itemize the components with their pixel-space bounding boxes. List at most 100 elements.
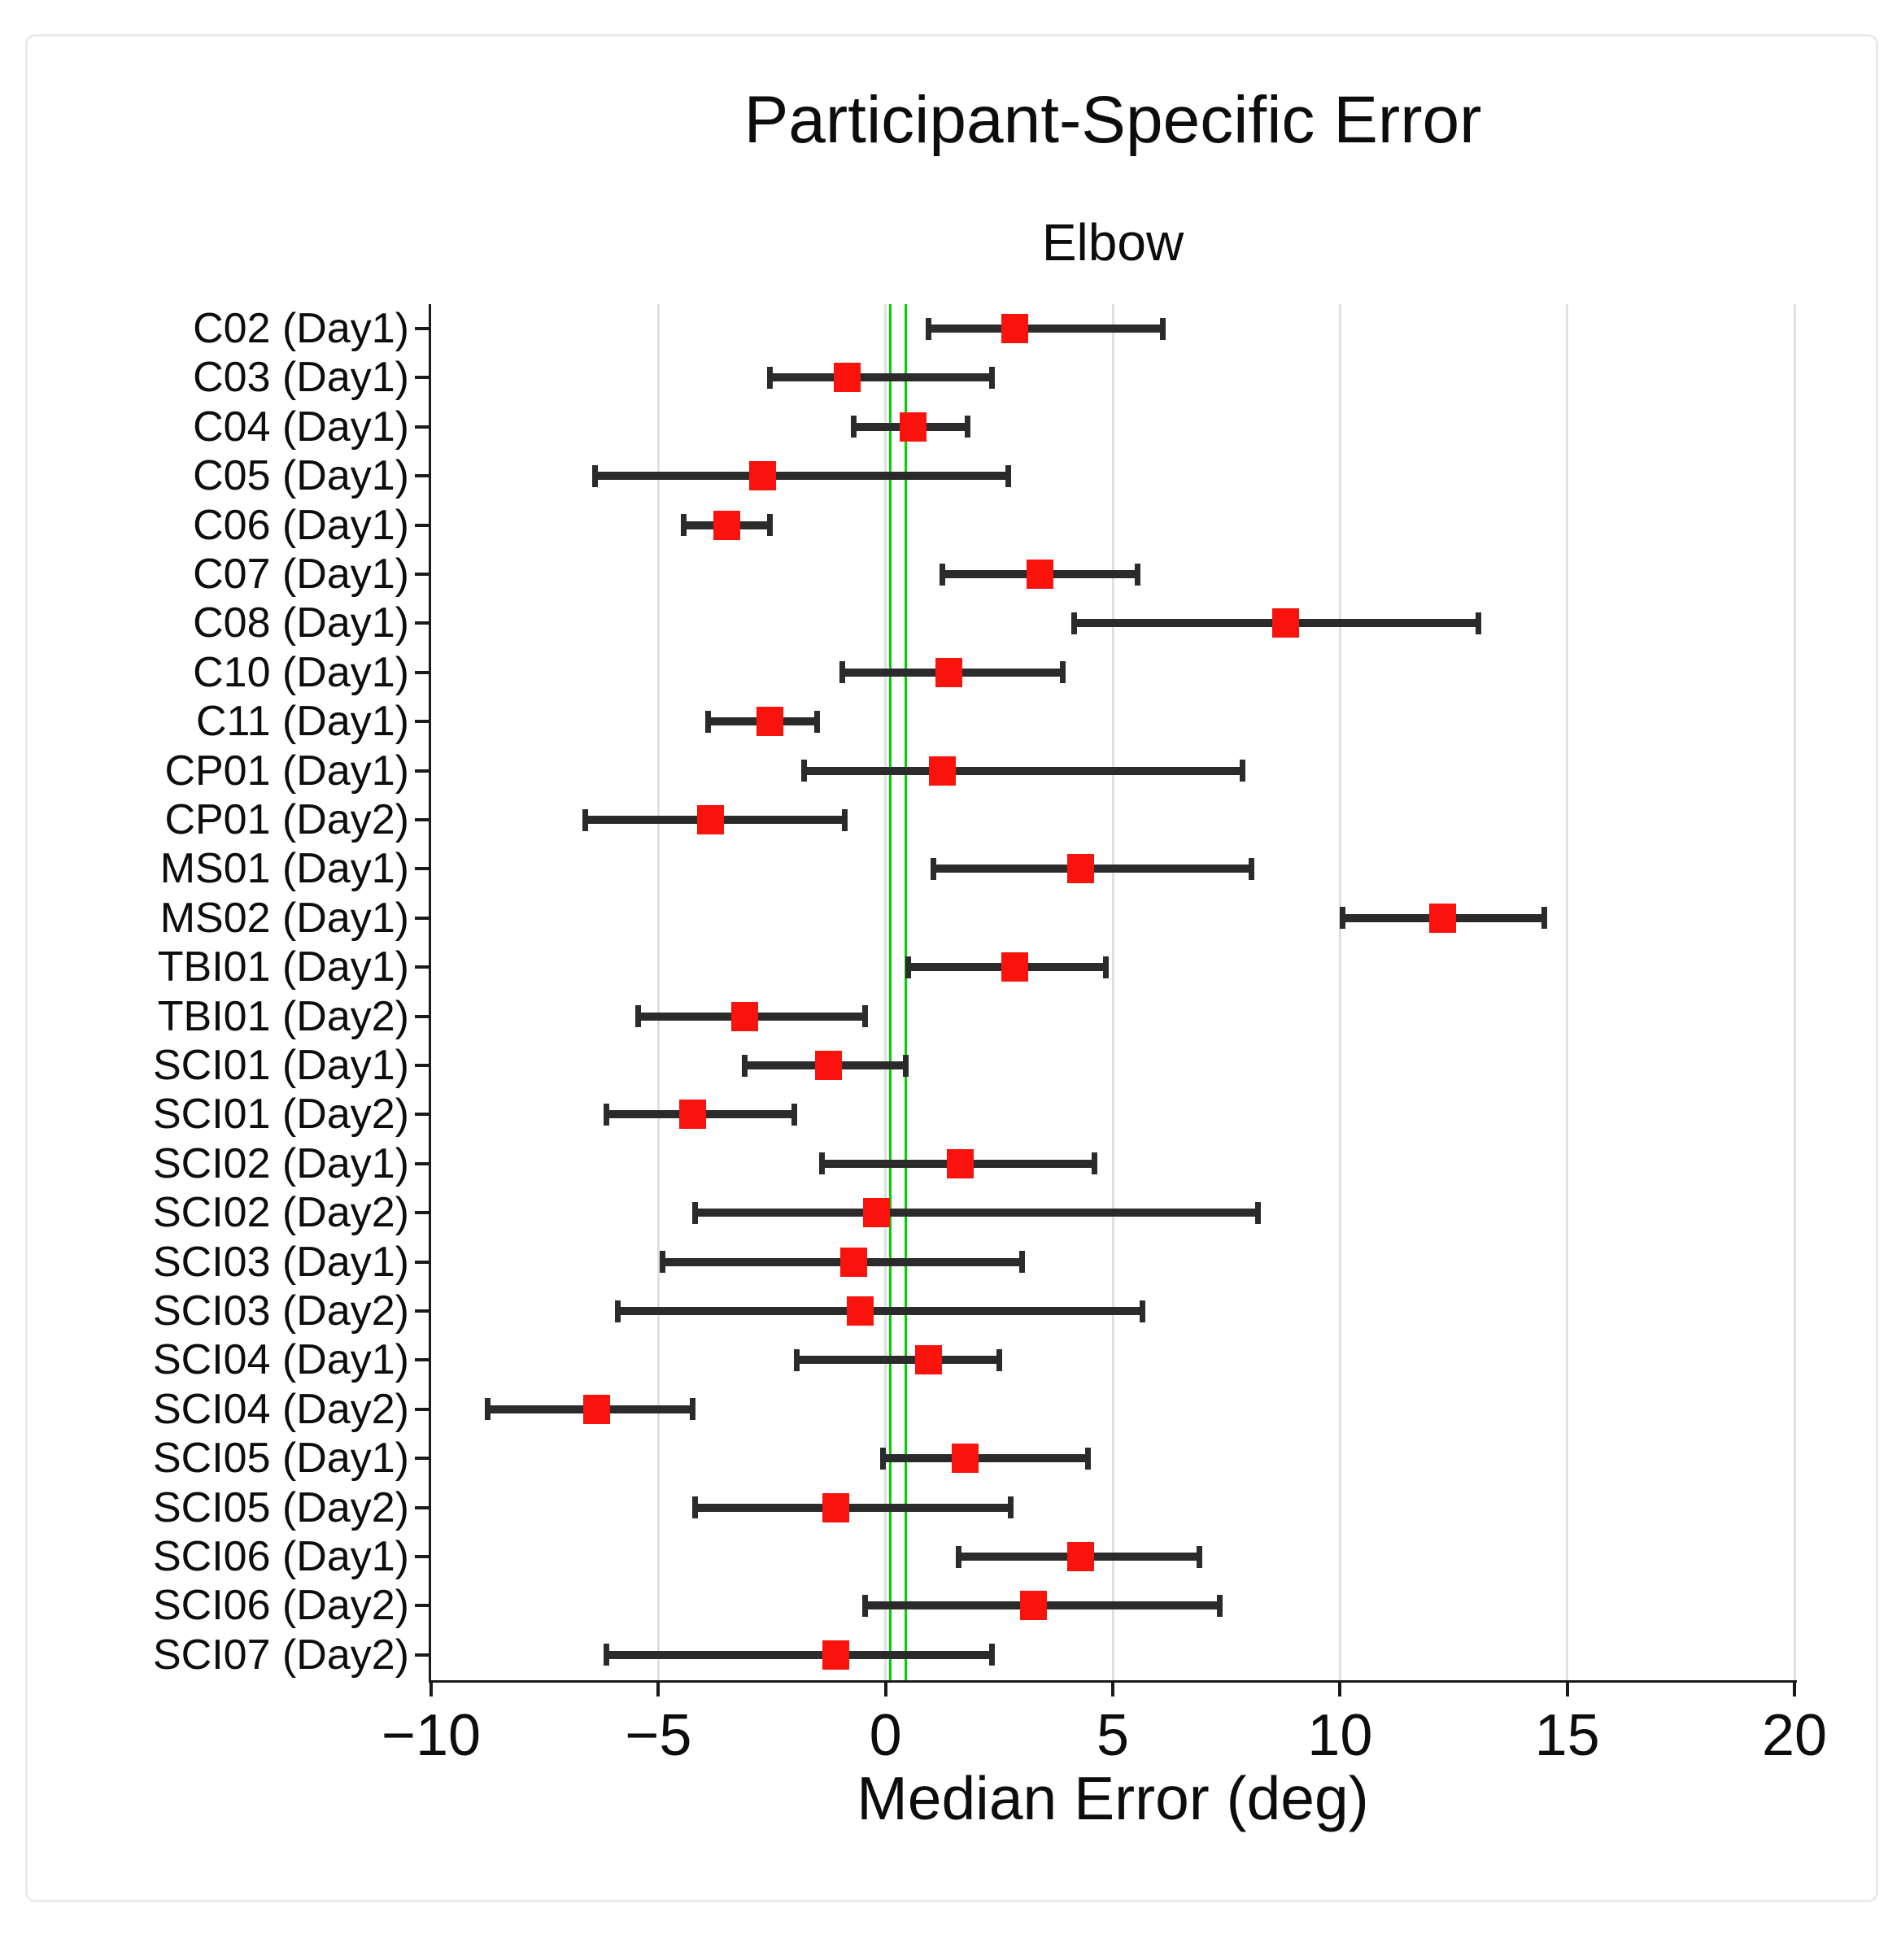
error-bar-cap-left xyxy=(591,464,598,487)
error-bar xyxy=(770,373,992,382)
gridline xyxy=(884,304,887,1680)
x-tick-label: 5 xyxy=(1096,1703,1130,1768)
gridline xyxy=(656,304,660,1680)
median-marker xyxy=(730,1001,758,1031)
y-axis-label: C11 (Day1) xyxy=(195,698,409,746)
error-bar-cap-left xyxy=(930,857,936,880)
error-bar-cap-left xyxy=(634,1005,641,1028)
error-bar-cap-right xyxy=(1255,1201,1262,1224)
error-bar-cap-left xyxy=(1071,612,1077,634)
error-bar-cap-right xyxy=(862,1005,869,1028)
y-tick xyxy=(415,867,429,871)
y-tick xyxy=(415,1407,429,1411)
error-bar-cap-right xyxy=(814,710,821,733)
error-bar-cap-left xyxy=(940,563,945,586)
error-bar-cap-right xyxy=(989,366,996,389)
error-bar-cap-right xyxy=(996,1348,1002,1371)
error-bar-cap-left xyxy=(905,956,912,978)
y-axis-label: C07 (Day1) xyxy=(193,551,409,598)
y-tick xyxy=(415,1064,429,1067)
y-tick xyxy=(415,1653,429,1657)
error-bar-cap-right xyxy=(766,514,773,537)
error-bar-cap-right xyxy=(989,1644,996,1666)
error-bar-cap-right xyxy=(903,1054,909,1077)
y-tick xyxy=(415,425,429,429)
error-bar-cap-right xyxy=(689,1398,695,1421)
median-marker xyxy=(833,363,861,393)
error-bar-cap-left xyxy=(705,710,712,733)
y-axis-label: C10 (Day1) xyxy=(193,648,409,696)
y-tick xyxy=(415,965,429,969)
y-axis-label: SCI04 (Day1) xyxy=(153,1336,409,1384)
median-marker xyxy=(678,1100,706,1130)
y-tick xyxy=(415,327,429,330)
y-axis-label: C03 (Day1) xyxy=(193,354,409,402)
y-axis-label: C05 (Day1) xyxy=(193,452,409,500)
median-marker xyxy=(840,1247,868,1277)
error-bar-cap-right xyxy=(841,808,848,831)
chart-subtitle: Elbow xyxy=(1041,213,1184,272)
median-marker xyxy=(815,1051,843,1080)
error-bar-cap-left xyxy=(680,514,687,537)
error-bar-cap-left xyxy=(485,1398,491,1421)
y-tick xyxy=(415,1555,429,1558)
median-marker xyxy=(749,461,777,491)
error-bar-cap-right xyxy=(1196,1545,1202,1568)
y-axis-label: CP01 (Day1) xyxy=(164,747,409,795)
error-bar-cap-left xyxy=(582,808,589,831)
y-tick xyxy=(415,1113,429,1117)
gridline xyxy=(1338,304,1341,1680)
error-bar-cap-left xyxy=(818,1152,825,1175)
error-bar-cap-right xyxy=(964,416,970,438)
y-axis-label: C04 (Day1) xyxy=(193,403,409,451)
error-bar xyxy=(928,324,1163,333)
y-tick xyxy=(415,670,429,674)
x-tick-label: −10 xyxy=(381,1703,482,1768)
x-axis-line xyxy=(429,1680,1797,1683)
median-marker xyxy=(697,805,725,834)
y-tick xyxy=(415,1457,429,1461)
error-bar xyxy=(804,766,1243,775)
median-marker xyxy=(947,1148,974,1178)
median-marker xyxy=(822,1492,849,1522)
plot-area xyxy=(431,304,1796,1680)
x-tick xyxy=(429,1683,433,1696)
y-axis-label: CP01 (Day2) xyxy=(164,796,409,843)
median-marker xyxy=(756,707,783,737)
error-bar-cap-left xyxy=(691,1201,698,1224)
x-tick-label: 10 xyxy=(1307,1703,1373,1768)
median-marker xyxy=(929,756,956,786)
y-axis-label: SCI03 (Day2) xyxy=(153,1287,409,1335)
error-bar-cap-right xyxy=(1084,1447,1091,1470)
chart-title: Participant-Specific Error xyxy=(743,83,1482,157)
error-bar-cap-left xyxy=(660,1251,666,1274)
error-bar-cap-right xyxy=(1476,612,1482,634)
y-tick xyxy=(415,818,429,821)
x-tick xyxy=(1793,1683,1796,1696)
error-bar-cap-left xyxy=(839,661,846,684)
y-tick xyxy=(415,376,429,380)
error-bar xyxy=(695,1209,1258,1217)
error-bar-cap-left xyxy=(926,317,932,340)
error-bar-cap-left xyxy=(741,1054,748,1077)
y-tick xyxy=(415,621,429,625)
x-tick-label: −5 xyxy=(625,1703,692,1768)
y-axis-label: C08 (Day1) xyxy=(193,599,409,647)
error-bar-cap-right xyxy=(1018,1251,1025,1274)
y-axis-line xyxy=(429,304,431,1683)
y-axis-label: SCI01 (Day1) xyxy=(153,1042,409,1089)
y-axis-label: SCI02 (Day1) xyxy=(153,1139,409,1187)
y-axis-label: SCI06 (Day2) xyxy=(153,1582,409,1630)
error-bar xyxy=(595,472,1009,481)
x-tick xyxy=(1338,1683,1342,1696)
error-bar-cap-right xyxy=(1139,1300,1145,1322)
median-marker xyxy=(847,1296,874,1326)
error-bar-cap-left xyxy=(880,1447,887,1470)
x-tick xyxy=(883,1683,887,1696)
median-marker xyxy=(822,1640,849,1670)
y-tick xyxy=(415,1309,429,1313)
error-bar-cap-right xyxy=(1248,857,1254,880)
y-axis-label: C06 (Day1) xyxy=(193,501,409,549)
median-marker xyxy=(1428,903,1456,933)
